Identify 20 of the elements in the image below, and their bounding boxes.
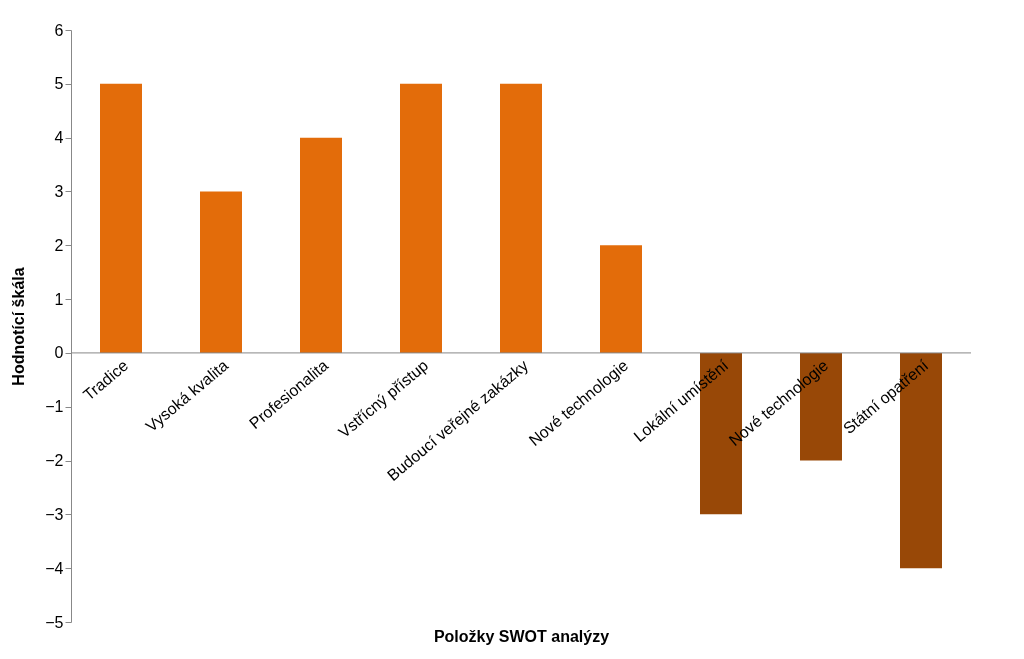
bar	[400, 83, 442, 353]
y-tick-label: −2	[45, 452, 64, 470]
bar	[100, 83, 142, 353]
y-tick-label: −3	[45, 505, 64, 523]
y-tick-label: 6	[54, 21, 64, 39]
y-tick-label: 5	[54, 75, 64, 93]
bar	[300, 137, 342, 353]
y-tick-label: −5	[45, 613, 64, 631]
bar	[200, 191, 242, 353]
y-tick-label: −4	[45, 559, 64, 577]
bar	[500, 83, 542, 353]
y-tick-label: 3	[54, 182, 64, 200]
bar	[600, 245, 642, 353]
y-tick-label: 4	[54, 129, 64, 147]
y-tick-label: 2	[54, 236, 64, 254]
y-tick-label: 1	[54, 290, 64, 308]
x-axis-title: Položky SWOT analýzy	[433, 627, 610, 645]
y-tick-label: 0	[54, 344, 64, 362]
y-axis-title: Hodnotící škála	[10, 267, 28, 386]
y-tick-label: −1	[45, 398, 64, 416]
